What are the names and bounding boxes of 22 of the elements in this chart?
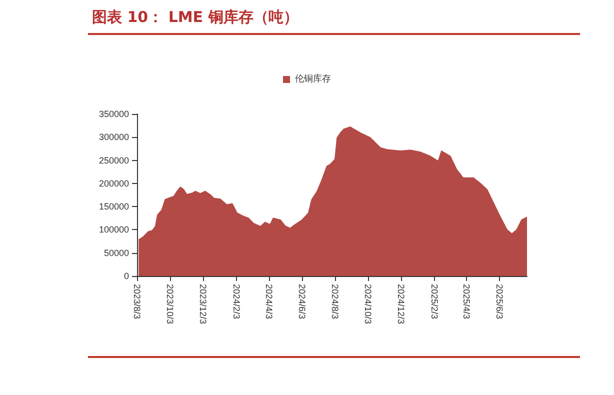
y-tick-label: 200000: [98, 178, 129, 188]
y-tick-label: 350000: [98, 109, 129, 119]
x-tick-label: 2024/10/3: [362, 284, 373, 324]
legend-label: 伦铜库存: [295, 74, 331, 84]
x-tick-label: 2025/4/3: [461, 284, 472, 320]
y-tick-label: 300000: [98, 132, 129, 142]
y-tick-label: 150000: [98, 202, 129, 212]
x-tick-label: 2025/6/3: [494, 284, 504, 320]
x-tick-label: 2024/12/3: [396, 284, 406, 324]
x-tick-label: 2024/6/3: [296, 284, 307, 320]
x-tick-label: 2023/8/3: [132, 284, 142, 320]
x-tick-label: 2025/2/3: [430, 284, 440, 320]
x-tick-label: 2023/12/3: [198, 284, 208, 324]
x-tick-label: 2024/4/3: [264, 284, 274, 320]
x-tick-label: 2024/2/3: [232, 284, 242, 320]
y-tick-label: 50000: [104, 248, 129, 258]
chart-title: 图表 10： LME 铜库存（吨）: [92, 8, 298, 27]
y-tick-label: 100000: [98, 224, 129, 235]
x-tick-label: 2023/10/3: [164, 284, 175, 324]
x-tick-label: 2024/8/3: [330, 284, 340, 320]
y-tick-label: 250000: [98, 155, 129, 166]
y-tick-label: 0: [124, 271, 129, 281]
